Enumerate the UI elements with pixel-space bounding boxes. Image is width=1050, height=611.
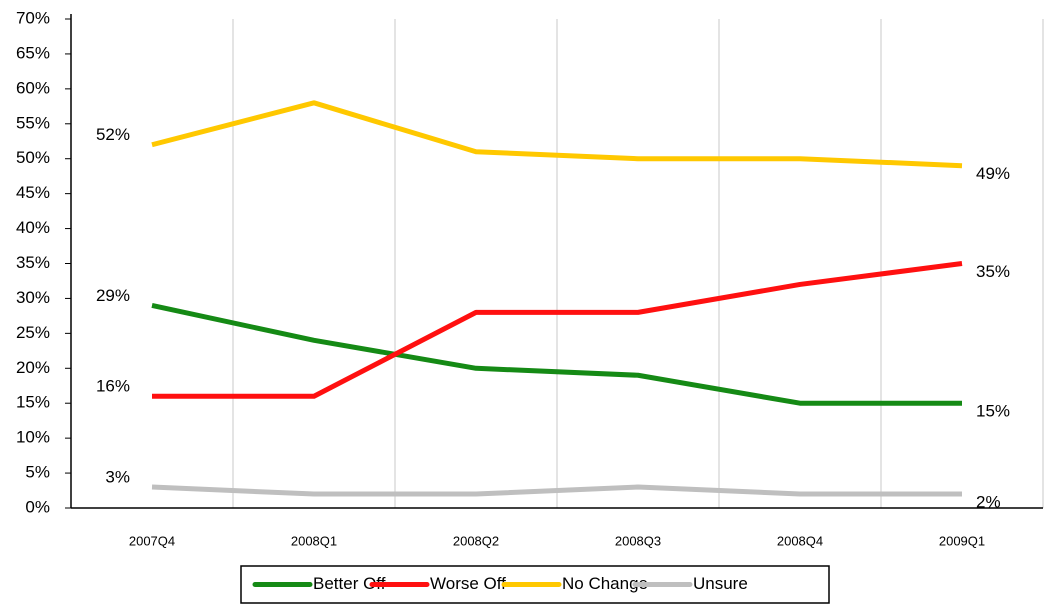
y-tick-label: 10% — [16, 428, 50, 447]
legend-label: Better Off — [313, 574, 386, 593]
x-tick-label: 2008Q4 — [777, 533, 823, 548]
x-tick-label: 2007Q4 — [129, 533, 175, 548]
y-tick-label: 65% — [16, 43, 50, 62]
y-tick-label: 15% — [16, 393, 50, 412]
x-tick-label: 2008Q3 — [615, 533, 661, 548]
legend-label: Worse Off — [430, 574, 506, 593]
y-tick-label: 70% — [16, 8, 50, 27]
data-label: 2% — [976, 493, 1001, 512]
series-line — [151, 484, 962, 497]
series-line — [152, 261, 963, 399]
y-tick-label: 60% — [16, 78, 50, 97]
y-tick-label: 45% — [16, 183, 50, 202]
data-label: 29% — [96, 286, 130, 305]
y-tick-label: 0% — [25, 497, 50, 516]
legend-label: Unsure — [693, 574, 748, 593]
legend-label: No Change — [562, 574, 648, 593]
data-label: 3% — [105, 468, 130, 487]
series-line — [151, 302, 962, 406]
x-tick-label: 2008Q2 — [453, 533, 499, 548]
y-tick-label: 5% — [25, 463, 50, 482]
x-tick-label: 2008Q1 — [291, 533, 337, 548]
y-tick-label: 55% — [16, 113, 50, 132]
y-tick-label: 50% — [16, 148, 50, 167]
x-tick-label: 2009Q1 — [939, 533, 985, 548]
y-tick-label: 25% — [16, 323, 50, 342]
y-tick-label: 40% — [16, 218, 50, 237]
y-tick-label: 20% — [16, 358, 50, 377]
data-label: 15% — [976, 402, 1010, 421]
series-line — [151, 100, 963, 169]
data-label: 16% — [96, 377, 130, 396]
y-tick-label: 30% — [16, 288, 50, 307]
data-label: 49% — [976, 164, 1010, 183]
y-tick-label: 35% — [16, 253, 50, 272]
data-label: 35% — [976, 262, 1010, 281]
data-label: 52% — [96, 125, 130, 144]
